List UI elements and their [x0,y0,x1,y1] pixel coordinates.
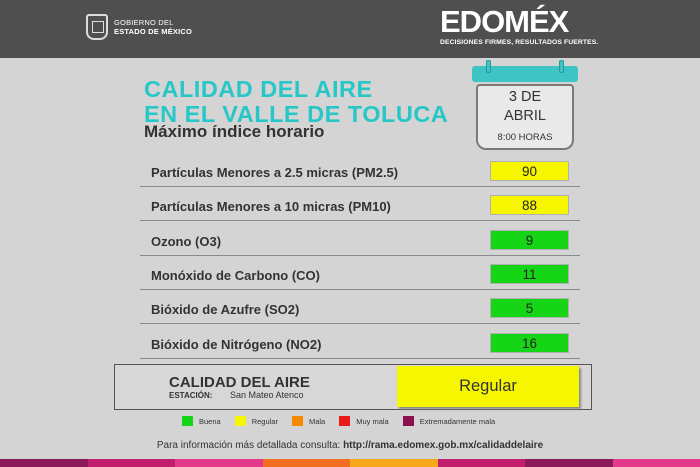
legend-item: Buena [182,416,221,426]
pollutant-label: Monóxido de Carbono (CO) [151,268,320,283]
row-divider [140,220,580,221]
strip-segment [612,459,700,467]
calendar-card: 3 DE ABRIL 8:00 HORAS [476,84,574,150]
header-bar: GOBIERNO DEL ESTADO DE MÉXICO EDOMÉX DEC… [0,0,700,58]
legend-label: Buena [199,416,221,426]
strip-segment [87,459,175,467]
row-divider [140,358,580,359]
calendar-date-day: 3 DE [508,89,542,105]
pollutant-row: Bióxido de Nitrógeno (NO2) 16 [140,333,580,357]
legend-swatch [182,416,193,426]
pollutant-row: Monóxido de Carbono (CO) 11 [140,264,580,288]
gov-line1: GOBIERNO DEL [114,18,174,27]
government-logo: GOBIERNO DEL ESTADO DE MÉXICO [86,14,192,40]
pollutant-label: Partículas Menores a 2.5 micras (PM2.5) [151,165,399,180]
strip-segment [525,459,613,467]
pollutant-label: Ozono (O3) [151,234,222,249]
footer-text: Para información más detallada consulta: [156,440,341,451]
strip-segment [262,459,350,467]
calendar-ring-right [559,60,564,73]
pollutant-index-value: 90 [490,161,569,181]
legend-label: Extremadamente mala [419,416,496,426]
legend-label: Muy mala [356,416,389,426]
legend-swatch [291,416,303,426]
pollutant-index-value: 16 [490,333,569,353]
coat-of-arms-icon [86,14,108,40]
calendar-time: 8:00 HORAS [497,132,553,143]
legend-swatch [402,416,414,426]
legend-swatch [234,416,246,426]
pollutant-index-value: 88 [490,195,569,215]
footer-info: Para información más detallada consulta:… [0,440,700,451]
row-divider [140,186,580,187]
strip-segment [0,459,88,467]
summary-title: CALIDAD DEL AIRE [169,374,310,391]
legend-item: Regular [234,416,278,426]
row-divider [140,289,580,290]
color-legend: Buena Regular Mala Muy mala Extremadamente m… [182,416,509,426]
row-divider [140,255,580,256]
strip-segment [175,459,263,467]
calendar-ring-left [486,60,491,73]
legend-label: Regular [251,416,278,426]
legend-label: Mala [308,416,326,426]
pollutant-index-value: 11 [490,264,569,284]
brand-tagline: DECISIONES FIRMES, RESULTADOS FUERTES. [440,39,599,46]
calendar-date-month: ABRIL [504,108,546,124]
row-divider [140,323,580,324]
legend-item: Mala [291,416,326,426]
pollutant-label: Bióxido de Azufre (SO2) [151,302,300,317]
brand-name: EDOMÉX [440,4,569,39]
gov-line2: ESTADO DE MÉXICO [114,27,193,36]
edomex-logo: EDOMÉX DECISIONES FIRMES, RESULTADOS FUE… [440,4,640,47]
pollutant-row: Partículas Menores a 2.5 micras (PM2.5) 9… [140,161,580,185]
calendar-top-bar [472,66,578,82]
legend-swatch [339,416,351,426]
pollutant-row: Ozono (O3) 9 [140,230,580,254]
station-label: ESTACIÓN: [169,391,213,400]
legend-item: Muy mala [339,416,389,426]
legend-item: Extremadamente mala [402,416,496,426]
footer-link[interactable]: http://rama.edomex.gob.mx/calidaddelaire [343,440,544,451]
pollutant-label: Bióxido de Nitrógeno (NO2) [151,337,322,352]
strip-segment [437,459,525,467]
page-subtitle: Máximo índice horario [144,122,325,141]
summary-panel: CALIDAD DEL AIRE ESTACIÓN: San Mateo Ate… [114,364,592,410]
pollutant-index-value: 9 [490,230,569,250]
station-name: San Mateo Atenco [230,390,304,400]
air-quality-status: Regular [397,366,579,407]
pollutant-label: Partículas Menores a 10 micras (PM10) [151,199,391,214]
pollutant-row: Partículas Menores a 10 micras (PM10) 88 [140,195,580,219]
page-title-line1: CALIDAD DEL AIRE [144,76,373,102]
pollutant-index-value: 5 [490,298,569,318]
pollutant-row: Bióxido de Azufre (SO2) 5 [140,298,580,322]
brand-color-strip [0,459,700,467]
page-title-line2: EN EL VALLE DE TOLUCA [144,101,449,127]
strip-segment [350,459,438,467]
